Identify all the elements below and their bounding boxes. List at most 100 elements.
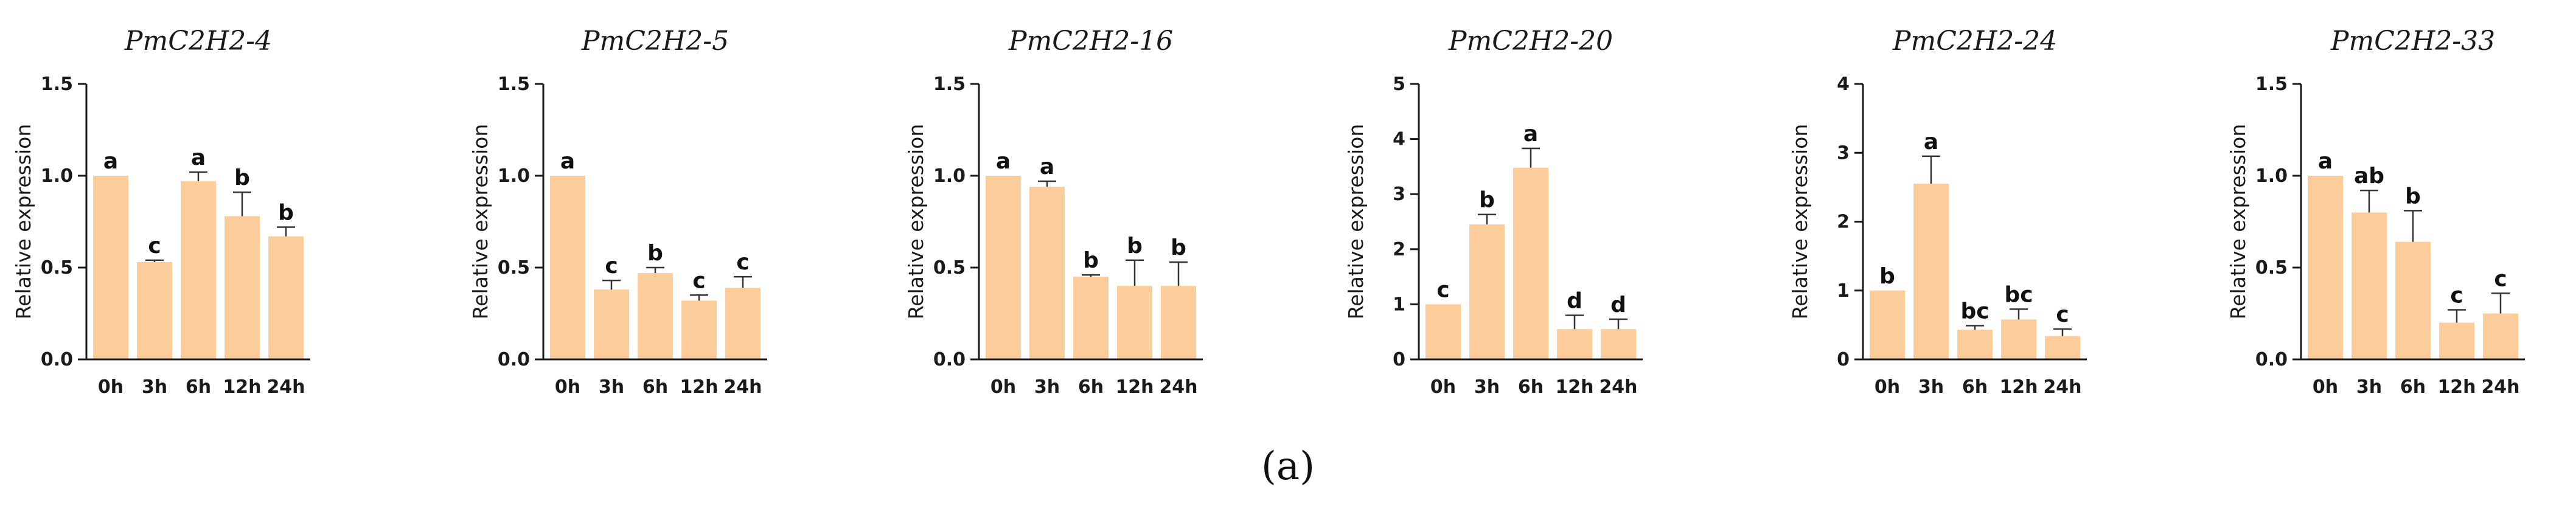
significance-label: b	[234, 165, 250, 190]
bar-24h	[1161, 286, 1196, 359]
significance-label: c	[605, 254, 618, 279]
y-tick-label: 1.5	[41, 74, 73, 95]
significance-label: bc	[2004, 282, 2033, 307]
bar-0h	[550, 176, 585, 359]
bar-3h	[2351, 212, 2387, 359]
y-axis-label: Relative expression	[1788, 124, 1812, 320]
y-tick-label: 1.5	[2255, 74, 2288, 95]
bar-6h	[2395, 241, 2431, 359]
x-tick-label: 24h	[723, 376, 762, 398]
y-axis-label: Relative expression	[468, 124, 492, 320]
bar-6h	[181, 181, 216, 359]
y-axis-label: Relative expression	[1344, 124, 1368, 320]
x-tick-label: 12h	[1115, 376, 1154, 398]
bar-3h	[1913, 184, 1949, 359]
y-tick-label: 1.0	[41, 165, 73, 187]
chart-title: PmC2H2-20	[1448, 26, 1613, 57]
significance-label: b	[1171, 235, 1186, 260]
significance-label: b	[278, 201, 294, 226]
chart-title: PmC2H2-33	[2330, 26, 2495, 57]
x-tick-label: 0h	[98, 376, 124, 398]
x-tick-label: 24h	[2043, 376, 2081, 398]
y-axis-label: Relative expression	[12, 124, 35, 320]
significance-label: b	[1083, 248, 1099, 273]
bar-0h	[2308, 176, 2343, 359]
y-tick-label: 3	[1837, 142, 1850, 164]
bar-12h	[225, 216, 260, 359]
y-tick-label: 2	[1393, 239, 1405, 260]
x-tick-label: 24h	[266, 376, 305, 398]
bar-24h	[268, 236, 304, 359]
x-tick-label: 12h	[1555, 376, 1593, 398]
y-tick-label: 0.0	[498, 349, 530, 370]
significance-label: a	[1924, 130, 1938, 154]
bar-3h	[1029, 187, 1065, 359]
y-tick-label: 1.5	[498, 74, 530, 95]
significance-label: d	[1567, 289, 1582, 314]
significance-label: c	[736, 250, 749, 275]
bar-12h	[681, 300, 717, 359]
y-tick-label: 5	[1393, 74, 1405, 95]
significance-label: a	[1040, 154, 1054, 179]
significance-label: a	[1523, 122, 1538, 147]
x-tick-label: 24h	[2481, 376, 2519, 398]
y-tick-label: 0.5	[933, 257, 966, 279]
chart-title: PmC2H2-5	[581, 26, 729, 57]
y-tick-label: 1.0	[2255, 165, 2288, 187]
x-tick-label: 24h	[1159, 376, 1197, 398]
chart-panel-6: PmC2H2-33 Relative expression 0.0 0.5 1.0 1.5…	[2226, 26, 2525, 398]
y-tick-label: 0.5	[498, 257, 530, 279]
significance-label: a	[560, 149, 575, 174]
x-tick-label: 6h	[1962, 376, 1988, 398]
bar-3h	[137, 261, 172, 359]
significance-label: a	[996, 149, 1011, 174]
y-tick-label: 0	[1837, 349, 1850, 370]
significance-label: c	[2450, 283, 2463, 308]
y-tick-label: 1.5	[933, 74, 966, 95]
significance-label: a	[103, 149, 118, 174]
x-tick-label: 3h	[1034, 376, 1060, 398]
x-tick-label: 3h	[142, 376, 167, 398]
significance-label: b	[2405, 184, 2421, 209]
y-tick-label: 4	[1393, 129, 1405, 150]
bar-6h	[638, 273, 673, 359]
x-tick-label: 6h	[2400, 376, 2426, 398]
x-tick-label: 12h	[1999, 376, 2038, 398]
significance-label: c	[2056, 302, 2069, 327]
x-tick-label: 6h	[186, 376, 211, 398]
significance-label: c	[2494, 266, 2507, 291]
significance-label: c	[692, 268, 705, 293]
x-tick-label: 12h	[2437, 376, 2476, 398]
y-tick-label: 1.0	[498, 165, 530, 187]
y-tick-label: 1.0	[933, 165, 966, 187]
significance-label: a	[191, 145, 206, 170]
bar-6h	[1073, 277, 1109, 359]
bar-24h	[2483, 313, 2518, 359]
bar-6h	[1957, 330, 1993, 359]
x-tick-label: 0h	[1875, 376, 1900, 398]
y-tick-label: 1	[1393, 294, 1405, 315]
x-tick-label: 12h	[680, 376, 718, 398]
bar-0h	[1426, 304, 1461, 359]
bar-3h	[594, 289, 629, 359]
significance-label: c	[1436, 277, 1449, 302]
y-tick-label: 2	[1837, 212, 1850, 233]
y-axis-label: Relative expression	[904, 124, 928, 320]
significance-label: a	[2318, 149, 2333, 174]
chart-panel-3: PmC2H2-16 Relative expression 0.0 0.5 1.0 1.5…	[904, 26, 1203, 398]
bar-12h	[1117, 286, 1152, 359]
x-tick-label: 0h	[1430, 376, 1456, 398]
x-tick-label: 12h	[223, 376, 261, 398]
significance-label: b	[1127, 234, 1143, 258]
chart-panel-1: PmC2H2-4 Relative expression 0.0 0.5 1.0 1.5 a…	[12, 26, 310, 398]
y-axis-label: Relative expression	[2226, 124, 2250, 320]
bar-3h	[1469, 224, 1505, 359]
significance-label: b	[1479, 188, 1495, 213]
y-tick-label: 0.5	[2255, 257, 2288, 279]
y-tick-label: 1	[1837, 280, 1850, 302]
bar-6h	[1513, 167, 1548, 359]
y-tick-label: 0	[1393, 349, 1405, 370]
x-tick-label: 3h	[1918, 376, 1944, 398]
x-tick-label: 0h	[990, 376, 1016, 398]
